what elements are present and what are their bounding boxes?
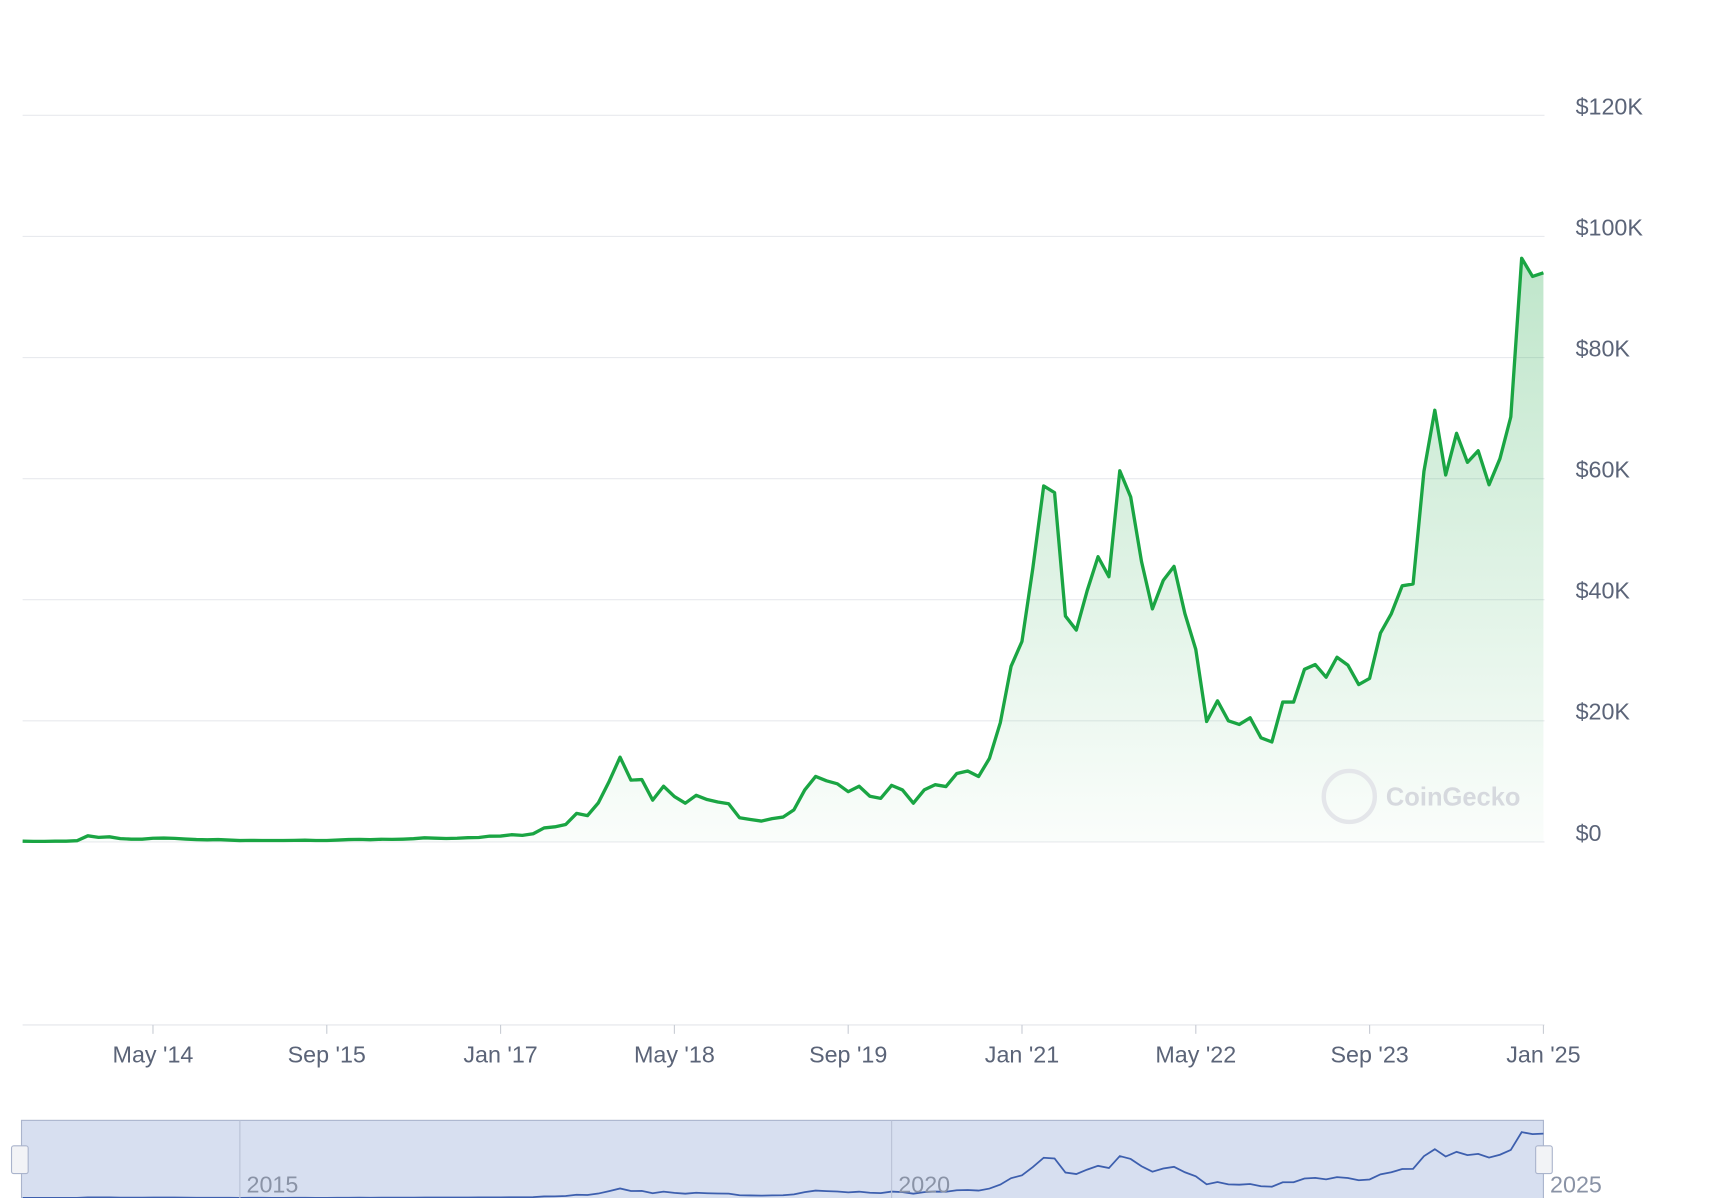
y-tick-label: $80K — [1576, 335, 1631, 361]
watermark-logo — [1321, 768, 1378, 825]
navigator-tick-label: 2015 — [247, 1171, 299, 1197]
x-tick-label: Sep '15 — [288, 1042, 366, 1068]
y-tick-label: $60K — [1576, 457, 1631, 483]
x-tick-label: Jan '17 — [463, 1042, 537, 1068]
navigator-tick-label: 2020 — [898, 1171, 950, 1197]
navigator-handle[interactable] — [1535, 1145, 1553, 1175]
y-tick-label: $40K — [1576, 578, 1631, 604]
x-tick-label: Sep '23 — [1330, 1042, 1408, 1068]
x-tick-label: May '22 — [1155, 1042, 1236, 1068]
x-tick-label: Sep '19 — [809, 1042, 887, 1068]
watermark: CoinGecko — [1321, 768, 1521, 825]
x-tick-label: May '18 — [634, 1042, 715, 1068]
price-area — [22, 258, 1544, 842]
y-tick-label: $120K — [1576, 93, 1644, 119]
navigator-tick-label: 2025 — [1550, 1171, 1602, 1197]
navigator-handle[interactable] — [10, 1145, 29, 1175]
watermark-text: CoinGecko — [1386, 783, 1521, 811]
x-tick-label: Jan '21 — [985, 1042, 1059, 1068]
y-tick-label: $100K — [1576, 214, 1644, 240]
price-line — [22, 256, 1544, 844]
x-tick-label: May '14 — [113, 1042, 194, 1068]
y-tick-label: $20K — [1576, 699, 1631, 725]
y-tick-label: $0 — [1576, 820, 1602, 846]
x-tick-label: Jan '25 — [1506, 1042, 1580, 1068]
